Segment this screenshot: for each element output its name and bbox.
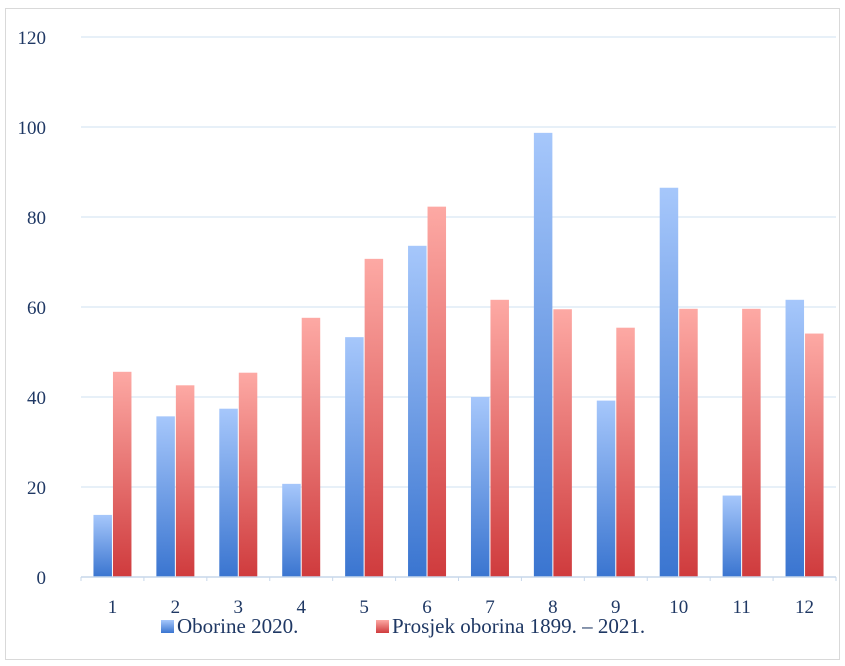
x-tick-label: 1 xyxy=(108,597,118,618)
legend-label-prosjek-oborina: Prosjek oborina 1899. – 2021. xyxy=(392,614,645,638)
bar-oborine-2020 xyxy=(533,132,553,577)
legend-swatch-prosjek-oborina xyxy=(376,620,389,633)
x-tick-label: 5 xyxy=(359,597,369,618)
bar-oborine-2020 xyxy=(93,514,112,577)
bar-prosjek-oborina xyxy=(616,327,635,577)
y-tick-label: 0 xyxy=(37,568,47,589)
bar-oborine-2020 xyxy=(470,397,490,577)
y-tick-label: 100 xyxy=(18,118,47,139)
bar-oborine-2020 xyxy=(722,495,742,577)
bar-prosjek-oborina xyxy=(490,299,509,577)
x-tick-label: 10 xyxy=(669,597,688,618)
bar-oborine-2020 xyxy=(282,483,301,577)
bar-prosjek-oborina xyxy=(112,371,132,577)
y-tick-label: 60 xyxy=(27,298,46,319)
y-tick-label: 120 xyxy=(18,28,47,49)
y-tick-label: 20 xyxy=(27,478,46,499)
bars xyxy=(93,132,824,578)
legend-swatch-oborine-2020 xyxy=(161,620,174,633)
bar-prosjek-oborina xyxy=(805,333,824,577)
bar-oborine-2020 xyxy=(785,299,805,577)
x-tick-label: 12 xyxy=(795,597,814,618)
bar-prosjek-oborina xyxy=(175,385,195,577)
bar-prosjek-oborina xyxy=(742,308,761,577)
x-tick-label: 11 xyxy=(732,597,750,618)
x-tick-label: 9 xyxy=(611,597,621,618)
bar-oborine-2020 xyxy=(659,187,679,577)
x-tick-label: 4 xyxy=(296,597,306,618)
legend: Oborine 2020. Prosjek oborina 1899. – 202… xyxy=(161,614,645,638)
y-tick-label: 40 xyxy=(27,388,46,409)
bar-prosjek-oborina xyxy=(679,308,698,577)
bar-prosjek-oborina xyxy=(364,258,384,577)
x-tick-label: 7 xyxy=(485,597,495,618)
bar-oborine-2020 xyxy=(345,337,364,577)
x-tick-label: 2 xyxy=(171,597,181,618)
bar-oborine-2020 xyxy=(219,408,238,577)
bar-prosjek-oborina xyxy=(301,317,321,577)
bar-oborine-2020 xyxy=(408,245,427,578)
bar-prosjek-oborina xyxy=(553,309,572,577)
gridlines xyxy=(81,36,836,488)
chart-container: 0 20 40 60 80 100 120 1 2 3 4 5 6 7 8 9 10 11 12 Oborine 2… xyxy=(5,8,840,660)
x-tick-label: 8 xyxy=(548,597,558,618)
x-tick-label: 3 xyxy=(234,597,244,618)
x-tick-label: 6 xyxy=(422,597,432,618)
bar-prosjek-oborina xyxy=(238,372,258,577)
legend-label-oborine-2020: Oborine 2020. xyxy=(177,614,298,638)
y-tick-label: 80 xyxy=(27,208,46,229)
bar-prosjek-oborina xyxy=(427,206,447,577)
bar-oborine-2020 xyxy=(596,400,616,577)
bar-oborine-2020 xyxy=(156,416,175,577)
